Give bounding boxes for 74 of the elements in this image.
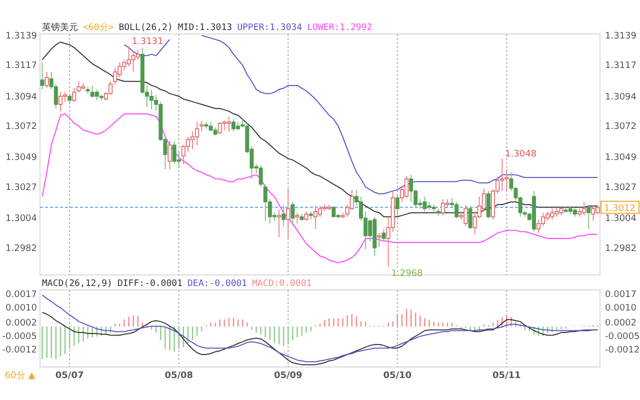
candlestick <box>72 88 76 102</box>
y2-tick-label: 0.0010 <box>605 303 637 314</box>
legend-title: MACD(26,12,9) <box>42 279 112 289</box>
candlestick <box>332 205 336 218</box>
candlestick <box>409 174 414 202</box>
line-series <box>42 113 598 264</box>
candlestick <box>258 164 263 188</box>
candlestick <box>282 205 286 227</box>
y-tick-label: 0.0017 <box>6 290 37 300</box>
x-tick-label: 05/10 <box>383 371 412 381</box>
y2-tick-label: 1.2982 <box>605 244 636 254</box>
y2-tick-label: 1.3049 <box>605 153 637 164</box>
y-tick-label: -0.0012 <box>2 346 37 356</box>
annotation: 1.2968 <box>391 268 424 279</box>
text: DEA:-0.0001 <box>187 279 248 289</box>
y-tick-label: 1.3049 <box>6 153 38 164</box>
y2-tick-label: 1.3027 <box>605 182 636 193</box>
chart-subtitle: <60分> <box>83 22 114 33</box>
candlestick <box>277 210 282 238</box>
candlestick <box>226 116 231 132</box>
y-tick-label: -0.0005 <box>2 332 37 342</box>
y-tick-label: 1.3117 <box>6 61 37 72</box>
legend-title: BOLL(26,2) <box>118 23 173 33</box>
candlestick <box>295 212 300 224</box>
candlestick <box>68 93 72 105</box>
candlestick <box>200 120 204 132</box>
candlestick <box>113 67 118 85</box>
y2-tick-label: 1.3117 <box>605 61 636 72</box>
y-tick-label: 0.0010 <box>6 303 38 314</box>
annotation: 1.3048 <box>505 150 537 160</box>
y2-tick-label: 1.3139 <box>605 31 637 42</box>
line-series <box>42 294 598 362</box>
candlestick <box>136 50 140 60</box>
candlestick <box>290 201 295 227</box>
y2-tick-label: 1.3004 <box>605 214 637 224</box>
candlestick <box>40 62 44 90</box>
candlestick <box>350 189 354 211</box>
text: MACD:0.0001 <box>252 279 312 289</box>
y-tick-label: 1.3004 <box>6 214 38 224</box>
candlestick <box>586 205 591 230</box>
ref-line-label: 1.3012 <box>604 204 636 214</box>
x-tick-label: 05/11 <box>492 371 521 381</box>
text: DIFF:-0.0001 <box>117 279 182 289</box>
candlestick <box>382 228 386 242</box>
text: LOWER:1.2992 <box>307 23 372 33</box>
x-tick-label: 05/08 <box>164 371 194 381</box>
text: 60分 ▲ <box>4 370 36 381</box>
candlestick <box>76 80 81 93</box>
candlestick <box>377 232 382 248</box>
y2-tick-label: -0.0005 <box>605 332 640 342</box>
x-tick-label: 05/07 <box>55 371 84 381</box>
candlestick <box>591 205 596 222</box>
candlestick <box>304 210 308 222</box>
y-tick-label: 1.3139 <box>6 31 38 42</box>
candlestick <box>395 193 400 215</box>
y2-tick-label: 1.3094 <box>605 92 637 102</box>
y2-tick-label: -0.0012 <box>605 346 640 356</box>
candlestick <box>286 188 290 239</box>
x-tick-label: 05/09 <box>274 371 302 381</box>
y-tick-label: 0.0002 <box>6 318 37 329</box>
y-tick-label: 1.3072 <box>6 122 37 132</box>
y2-tick-label: 0.0002 <box>605 318 636 329</box>
candlestick <box>486 190 490 219</box>
y-tick-label: 1.3027 <box>6 182 37 193</box>
annotation: 1.3131 <box>132 37 164 48</box>
series-label: UPPER:1.3034 <box>237 23 302 33</box>
candlestick <box>536 218 541 234</box>
y-tick-label: 1.2982 <box>6 244 37 254</box>
text: MID:1.3013 <box>178 23 232 33</box>
chart-title: 英镑美元 <box>42 22 78 33</box>
y2-tick-label: 1.3072 <box>605 122 636 132</box>
y2-tick-label: 0.0017 <box>605 290 636 300</box>
candlestick <box>44 71 49 89</box>
y-tick-label: 1.3094 <box>6 92 38 102</box>
